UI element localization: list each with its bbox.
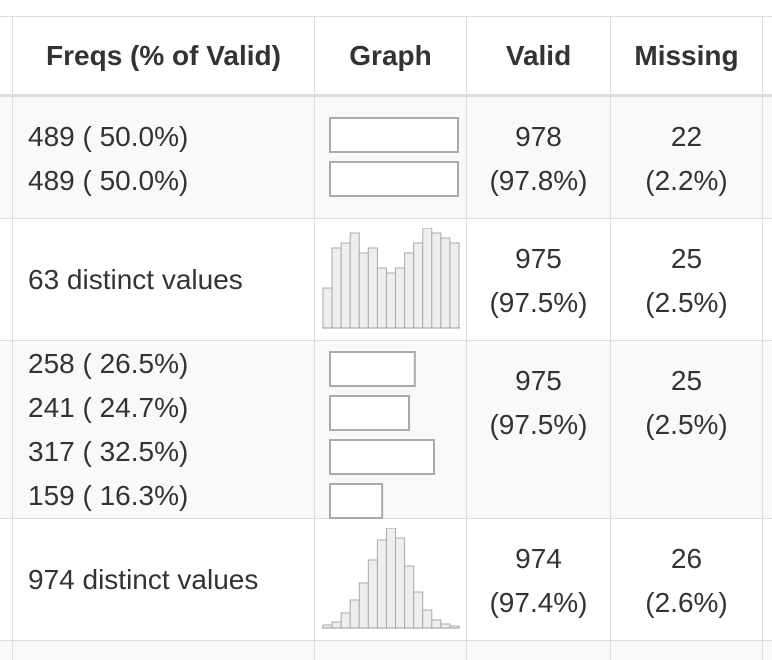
histogram-bar xyxy=(404,252,415,329)
divider xyxy=(12,16,13,660)
valid-percent: (97.8%) xyxy=(489,165,588,196)
missing-cell: 25 (2.5%) xyxy=(611,359,762,447)
valid-count: 974 xyxy=(515,543,562,574)
histogram-bar xyxy=(322,287,333,329)
histogram-bar xyxy=(358,252,369,329)
histogram-bar xyxy=(431,232,442,329)
histogram-bar xyxy=(413,591,424,629)
freq-value: 317 ( 32.5%) xyxy=(28,436,189,467)
freq-value: 489 ( 50.0%) xyxy=(28,121,189,152)
histogram-bar xyxy=(349,232,360,329)
column-header-missing[interactable]: Missing xyxy=(634,39,739,71)
distinct-values-text: 974 distinct values xyxy=(28,564,259,595)
valid-percent: (97.5%) xyxy=(489,409,588,440)
freqs-cell: 974 distinct values xyxy=(28,558,258,602)
missing-percent: (2.5%) xyxy=(645,287,728,318)
table-row xyxy=(0,640,772,660)
divider xyxy=(314,16,315,660)
freqs-cell: 63 distinct values xyxy=(28,258,243,302)
missing-percent: (2.2%) xyxy=(645,165,728,196)
divider xyxy=(0,518,772,519)
freqs-cell: 258 ( 26.5%) 241 ( 24.7%) 317 ( 32.5%) 1… xyxy=(28,342,188,518)
histogram-bar xyxy=(422,609,433,629)
freq-bar xyxy=(329,483,384,519)
distinct-values-text: 63 distinct values xyxy=(28,264,243,295)
valid-cell: 974 (97.4%) xyxy=(467,537,610,625)
freq-bar xyxy=(329,351,416,387)
freq-bar xyxy=(329,395,411,431)
histogram-bar xyxy=(331,247,342,329)
divider xyxy=(0,16,772,17)
valid-count: 975 xyxy=(515,243,562,274)
histogram-bar xyxy=(404,565,415,629)
histogram-bar xyxy=(440,237,451,329)
divider xyxy=(610,16,611,660)
missing-count: 25 xyxy=(670,243,703,274)
freq-value: 258 ( 26.5%) xyxy=(28,348,189,379)
freq-value: 241 ( 24.7%) xyxy=(28,392,189,423)
freq-value: 489 ( 50.0%) xyxy=(28,165,189,196)
divider xyxy=(0,94,772,97)
histogram-bar xyxy=(395,267,406,329)
histogram-bar xyxy=(358,582,369,629)
divider xyxy=(762,16,763,660)
histogram-bar xyxy=(349,599,360,629)
valid-percent: (97.4%) xyxy=(489,587,588,618)
histogram-bar xyxy=(440,623,451,629)
missing-cell: 22 (2.2%) xyxy=(611,115,762,203)
column-header-valid[interactable]: Valid xyxy=(505,39,572,71)
histogram-bar xyxy=(431,619,442,629)
valid-cell: 978 (97.8%) xyxy=(467,115,610,203)
histogram-bar xyxy=(367,559,378,629)
missing-cell: 25 (2.5%) xyxy=(611,237,762,325)
histogram-bar xyxy=(422,228,433,329)
freq-bar-graph xyxy=(322,348,462,524)
freqs-cell: 489 ( 50.0%) 489 ( 50.0%) xyxy=(28,115,188,203)
histogram-bar xyxy=(395,537,406,629)
histogram-graph xyxy=(322,228,462,330)
histogram-bar xyxy=(367,247,378,329)
histogram-bar xyxy=(413,242,424,329)
missing-percent: (2.6%) xyxy=(645,587,728,618)
missing-count: 26 xyxy=(670,543,703,574)
valid-count: 978 xyxy=(515,121,562,152)
freq-bar-graph xyxy=(322,114,462,202)
histogram-bar xyxy=(376,539,387,629)
header-row xyxy=(0,16,772,96)
histogram-bar xyxy=(385,528,397,629)
divider xyxy=(0,640,772,641)
histogram-bar xyxy=(331,621,342,629)
valid-percent: (97.5%) xyxy=(489,287,588,318)
histogram-bar xyxy=(385,272,397,329)
missing-count: 22 xyxy=(670,121,703,152)
missing-count: 25 xyxy=(670,365,703,396)
histogram-bar xyxy=(340,242,351,329)
divider xyxy=(466,16,467,660)
histogram-graph xyxy=(322,528,462,630)
histogram-bar xyxy=(340,612,351,629)
valid-cell: 975 (97.5%) xyxy=(467,359,610,447)
valid-cell: 975 (97.5%) xyxy=(467,237,610,325)
divider xyxy=(0,218,772,219)
missing-percent: (2.5%) xyxy=(645,409,728,440)
freq-bar xyxy=(329,117,459,153)
freq-value: 159 ( 16.3%) xyxy=(28,480,189,511)
column-header-freqs[interactable]: Freqs (% of Valid) xyxy=(46,39,281,71)
column-header-graph[interactable]: Graph xyxy=(349,39,432,71)
freq-bar xyxy=(329,439,435,475)
table-row xyxy=(0,96,772,218)
divider xyxy=(0,340,772,341)
valid-count: 975 xyxy=(515,365,562,396)
histogram-bar xyxy=(449,242,460,329)
freq-bar xyxy=(329,161,459,197)
missing-cell: 26 (2.6%) xyxy=(611,537,762,625)
histogram-bar xyxy=(376,267,387,329)
